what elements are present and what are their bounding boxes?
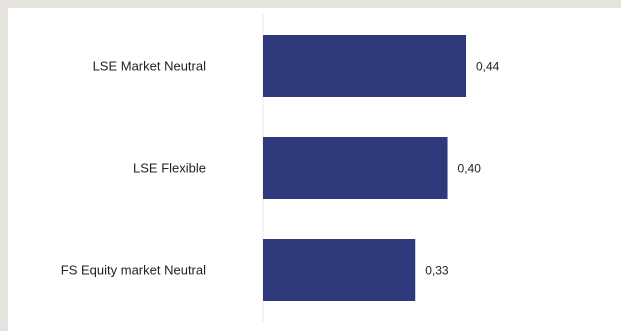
bars-group	[263, 35, 466, 301]
category-label: LSE Market Neutral	[93, 59, 207, 74]
value-label: 0,40	[458, 162, 482, 176]
value-label: 0,44	[476, 60, 500, 74]
bar-1	[263, 35, 466, 97]
bar-2	[263, 137, 448, 199]
category-label: FS Equity market Neutral	[61, 263, 206, 278]
bar-3	[263, 239, 416, 301]
category-label: LSE Flexible	[133, 161, 206, 176]
labels-group: LSE Market Neutral 0,44 LSE Flexible 0,40 FS…	[61, 59, 500, 278]
value-label: 0,33	[425, 264, 449, 278]
